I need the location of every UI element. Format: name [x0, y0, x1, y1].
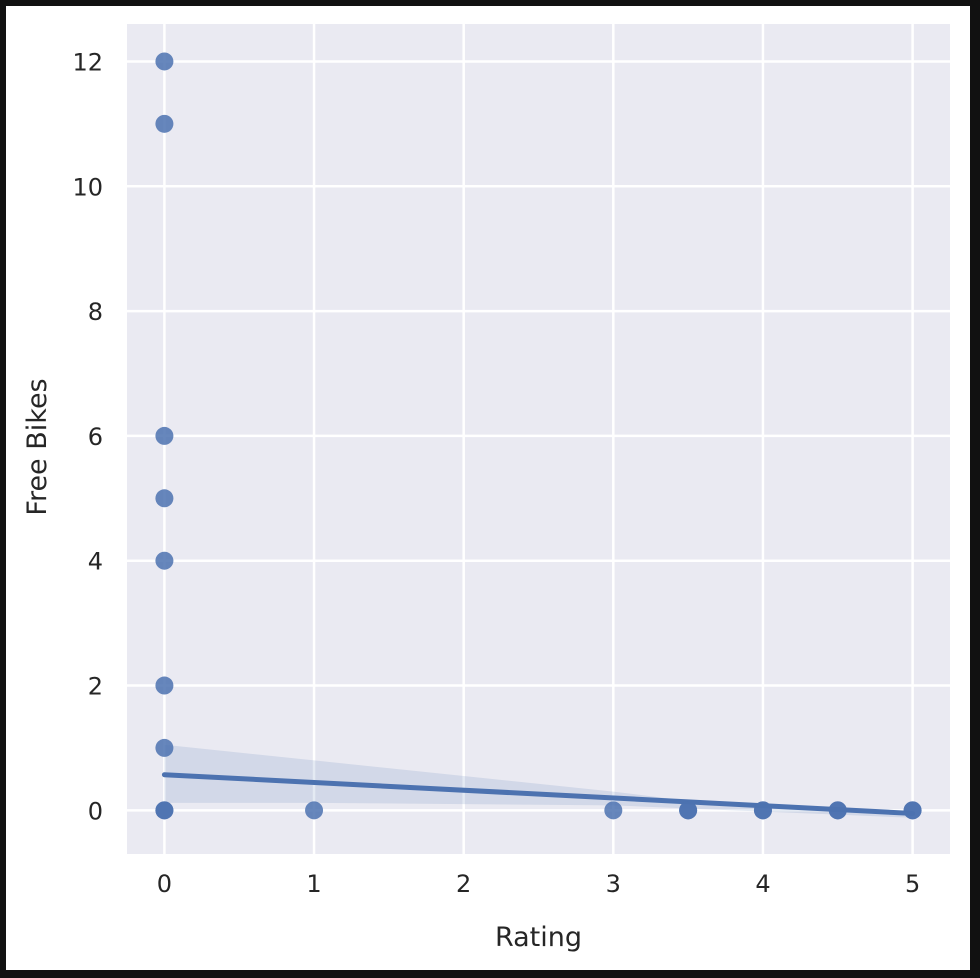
y-tick-label: 6	[88, 423, 103, 451]
x-tick-labels: 0 1 2 3 4 5	[157, 870, 920, 898]
plot-area	[127, 24, 950, 854]
data-point	[155, 738, 174, 757]
data-points	[155, 52, 922, 820]
y-tick-label: 0	[88, 797, 103, 825]
x-tick-label: 3	[606, 870, 621, 898]
data-point	[155, 114, 174, 133]
confidence-band	[164, 744, 913, 818]
x-tick-label: 5	[905, 870, 920, 898]
data-point	[305, 801, 324, 820]
y-tick-label: 4	[88, 548, 103, 576]
data-point	[155, 551, 174, 570]
x-tick-label: 0	[157, 870, 172, 898]
x-tick-label: 1	[306, 870, 321, 898]
data-point	[753, 801, 772, 820]
y-tick-label: 2	[88, 673, 103, 701]
y-tick-label: 12	[72, 48, 103, 76]
y-axis-label: Free Bikes	[22, 378, 53, 515]
regression-line	[161, 772, 916, 816]
y-tick-labels: 0 2 4 6 8 10 12	[72, 48, 103, 825]
x-axis-label: Rating	[495, 922, 582, 953]
data-point	[828, 801, 847, 820]
data-point	[155, 52, 174, 71]
data-point	[679, 801, 698, 820]
data-point	[155, 426, 174, 445]
x-tick-label: 2	[456, 870, 471, 898]
x-tick-label: 4	[755, 870, 770, 898]
data-point	[903, 801, 922, 820]
data-point	[155, 801, 174, 820]
data-point	[155, 489, 174, 508]
grid-lines	[127, 24, 950, 854]
data-point	[604, 801, 623, 820]
y-tick-label: 8	[88, 298, 103, 326]
data-point	[155, 676, 174, 695]
y-tick-label: 10	[72, 173, 103, 201]
